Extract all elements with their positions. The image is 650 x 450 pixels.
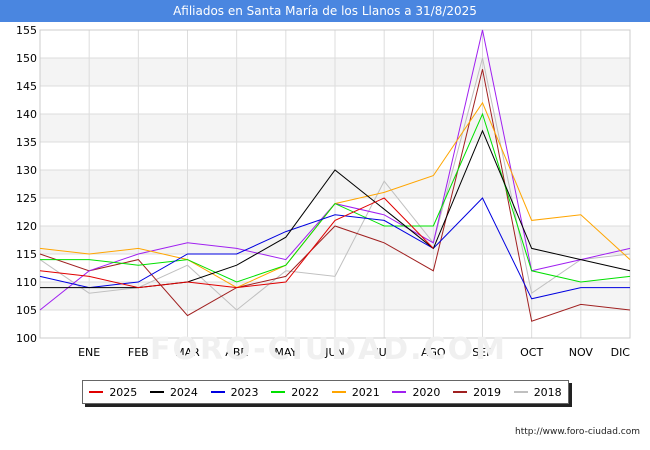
legend-item-2018: 2018 xyxy=(513,385,562,399)
line-chart: 100 105 110 115 120 125 130 135 140 145 150 155 ENE… xyxy=(16,24,631,359)
y-tick-label: 100 xyxy=(16,332,37,345)
chart-title: Afiliados en Santa María de los Llanos a… xyxy=(0,0,650,22)
series-line-2022 xyxy=(40,112,631,283)
source-url[interactable]: http://www.foro-ciudad.com xyxy=(515,427,640,437)
y-tick-label: 155 xyxy=(16,24,37,37)
x-tick-label: JUN xyxy=(324,346,345,359)
legend-swatch xyxy=(271,391,286,393)
legend-swatch xyxy=(210,391,225,393)
legend-label: 2023 xyxy=(230,385,259,399)
x-tick-label: MAY xyxy=(274,346,297,359)
legend-swatch xyxy=(89,391,104,393)
legend-swatch xyxy=(392,391,407,393)
legend-swatch xyxy=(331,391,346,393)
series-line-2019 xyxy=(39,69,631,322)
series-line-2023 xyxy=(39,197,630,300)
legend-item-2019: 2019 xyxy=(453,386,501,399)
legend-label: 2018 xyxy=(533,385,562,399)
x-tick-label: ABR xyxy=(225,346,248,359)
x-tick-label: ENE xyxy=(78,346,100,359)
legend-label: 2024 xyxy=(169,385,198,399)
legend-item-2024: 2024 xyxy=(149,385,198,399)
x-tick-label: OCT xyxy=(520,346,543,359)
y-tick-label: 130 xyxy=(16,164,37,177)
series-line-2025 xyxy=(39,197,434,289)
plot-border xyxy=(39,29,631,339)
legend-swatch xyxy=(453,391,468,393)
legend-label: 2022 xyxy=(291,385,320,399)
legend-label: 2025 xyxy=(109,385,138,399)
x-tick-label: NOV xyxy=(569,346,594,359)
legend-item-2025: 2025 xyxy=(89,386,137,399)
legend-swatch xyxy=(149,391,164,393)
legend-item-2021: 2021 xyxy=(331,385,380,399)
y-tick-label: 110 xyxy=(16,276,37,289)
x-tick-label: AGO xyxy=(421,346,446,359)
legend-swatch xyxy=(513,391,528,393)
x-tick-label: DIC xyxy=(611,346,631,359)
y-tick-label: 140 xyxy=(16,108,37,121)
y-tick-label: 145 xyxy=(16,80,37,93)
x-tick-label: MAR xyxy=(175,346,200,359)
y-tick-label: 105 xyxy=(16,304,37,317)
y-tick-label: 115 xyxy=(16,248,37,261)
legend: 2025 2024 2023 2022 2021 2020 2019 2018 xyxy=(82,380,569,404)
y-tick-label: 135 xyxy=(16,136,37,149)
legend-item-2022: 2022 xyxy=(271,386,319,399)
y-tick-label: 150 xyxy=(16,52,37,65)
y-tick-label: 125 xyxy=(16,192,37,205)
legend-label: 2020 xyxy=(412,385,441,399)
legend-label: 2019 xyxy=(473,385,502,399)
x-tick-label: JUL xyxy=(374,346,393,359)
legend-item-2023: 2023 xyxy=(210,385,259,399)
x-tick-label: FEB xyxy=(128,346,149,359)
legend-item-2020: 2020 xyxy=(392,386,440,399)
x-tick-label: SEP xyxy=(472,346,493,359)
watermark: FORO-CIUDAD.COM xyxy=(150,332,507,367)
y-tick-label: 120 xyxy=(16,220,37,233)
legend-label: 2021 xyxy=(351,385,380,399)
